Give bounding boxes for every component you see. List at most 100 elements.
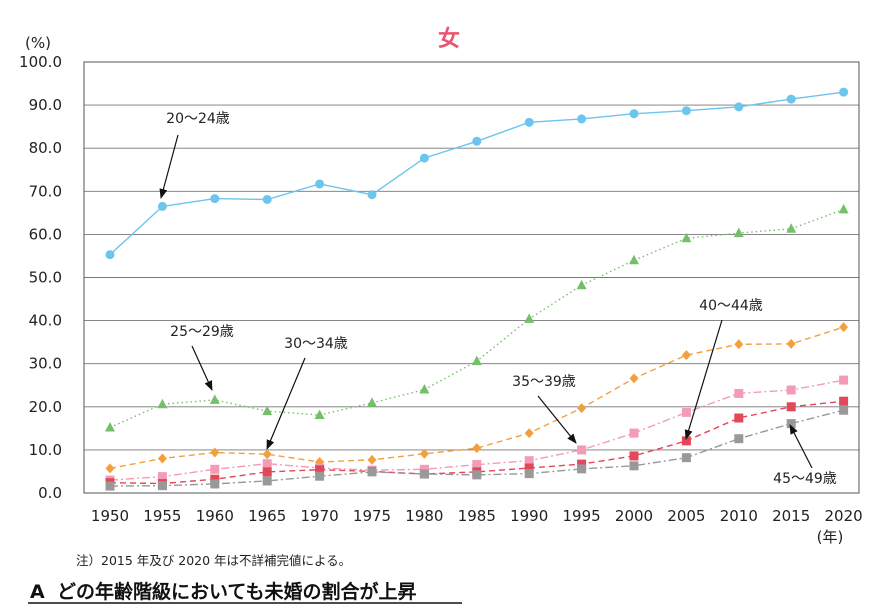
data-point	[681, 407, 691, 417]
chart-title: 女	[438, 26, 460, 52]
y-axis-unit-label: (%)	[25, 34, 51, 52]
data-point	[262, 476, 272, 486]
data-point	[629, 428, 639, 438]
heading-marker: A	[30, 581, 45, 603]
y-tick-label: 20.0	[29, 398, 62, 416]
annotation-arrow	[789, 424, 813, 469]
annotation-label: 30〜34歳	[284, 336, 348, 352]
data-point	[577, 445, 587, 455]
data-point	[472, 136, 482, 146]
x-tick-label: 1980	[405, 507, 443, 525]
data-point	[472, 460, 482, 470]
y-tick-label: 90.0	[29, 96, 62, 114]
series-line	[109, 400, 844, 485]
data-point	[210, 464, 220, 474]
series-6	[105, 405, 849, 491]
data-point	[209, 394, 220, 404]
data-point	[210, 447, 220, 458]
y-tick-label: 100.0	[19, 53, 62, 71]
annotation-label: 45〜49歳	[773, 471, 837, 487]
footnote: 注）2015 年及び 2020 年は不詳補完値による。	[76, 553, 351, 568]
x-tick-label: 2015	[772, 507, 810, 525]
data-point	[524, 456, 534, 466]
data-point	[524, 117, 534, 127]
data-point	[314, 409, 325, 419]
data-point	[577, 114, 587, 124]
x-tick-label: 1985	[458, 507, 496, 525]
y-tick-label: 60.0	[29, 225, 62, 243]
y-tick-label: 10.0	[29, 441, 62, 459]
data-point	[262, 459, 272, 469]
x-tick-label: 1955	[143, 507, 181, 525]
x-axis-ticks: 1950 1955 1960 1965 1970 1975 1980 1985 1990 1995…	[91, 507, 863, 525]
data-point	[315, 465, 325, 475]
data-point	[157, 481, 167, 491]
data-point	[419, 384, 430, 394]
x-tick-label: 2005	[667, 507, 705, 525]
data-point	[262, 467, 272, 477]
data-point	[472, 470, 482, 480]
data-point	[839, 322, 849, 333]
data-point	[734, 102, 744, 112]
data-point	[838, 203, 849, 214]
data-point	[524, 469, 534, 479]
data-point	[367, 190, 377, 200]
series-lines	[105, 87, 849, 491]
data-point	[157, 398, 168, 409]
series-line	[109, 409, 844, 487]
data-point	[524, 428, 534, 439]
data-point	[629, 451, 639, 461]
annotation-arrow	[266, 357, 306, 450]
data-point	[315, 471, 325, 481]
data-point	[576, 279, 587, 290]
data-point	[629, 109, 639, 119]
data-point	[105, 481, 115, 491]
data-point	[419, 469, 429, 479]
x-tick-label: 2010	[720, 507, 758, 525]
data-point	[786, 338, 796, 349]
x-tick-label: 1975	[353, 507, 391, 525]
data-point	[315, 179, 325, 189]
heading-text: どの年齢階級においても未婚の割合が上昇	[57, 580, 416, 603]
section-heading: A どの年齢階級においても未婚の割合が上昇	[28, 580, 462, 604]
data-point	[839, 375, 849, 385]
data-point	[629, 373, 639, 384]
data-point	[681, 350, 691, 361]
data-point	[681, 436, 691, 446]
series-line	[109, 326, 844, 470]
data-point	[472, 443, 482, 454]
data-point	[733, 227, 744, 238]
y-tick-label: 0.0	[38, 484, 62, 502]
y-tick-label: 70.0	[29, 182, 62, 200]
data-point	[629, 254, 639, 265]
data-point	[210, 474, 220, 484]
x-tick-label: 1970	[301, 507, 339, 525]
data-point	[419, 464, 429, 474]
data-point	[734, 434, 744, 444]
data-point	[786, 385, 796, 395]
data-point	[419, 153, 429, 163]
data-point	[157, 453, 167, 464]
annotation-arrow	[159, 134, 179, 199]
data-point	[105, 421, 115, 432]
data-point	[105, 250, 115, 260]
y-axis-ticks: 100.0 90.0 80.0 70.0 60.0 50.0 40.0 30.0 20.0 10.…	[19, 53, 62, 502]
x-tick-label: 2020	[825, 507, 863, 525]
data-point	[524, 463, 534, 473]
x-axis-unit-label: (年)	[817, 528, 844, 546]
x-tick-label: 2000	[615, 507, 653, 525]
y-tick-label: 40.0	[29, 312, 62, 330]
data-point	[367, 397, 377, 407]
data-point	[262, 405, 273, 416]
data-point	[577, 464, 587, 474]
y-tick-label: 50.0	[29, 269, 62, 287]
data-point	[839, 396, 849, 406]
gridlines	[84, 104, 859, 451]
data-point	[157, 472, 167, 482]
y-tick-label: 80.0	[29, 139, 62, 157]
annotation-arrow	[191, 345, 213, 391]
data-point	[839, 405, 849, 415]
annotation-label: 25〜29歳	[170, 324, 234, 340]
plot-frame	[83, 61, 860, 494]
